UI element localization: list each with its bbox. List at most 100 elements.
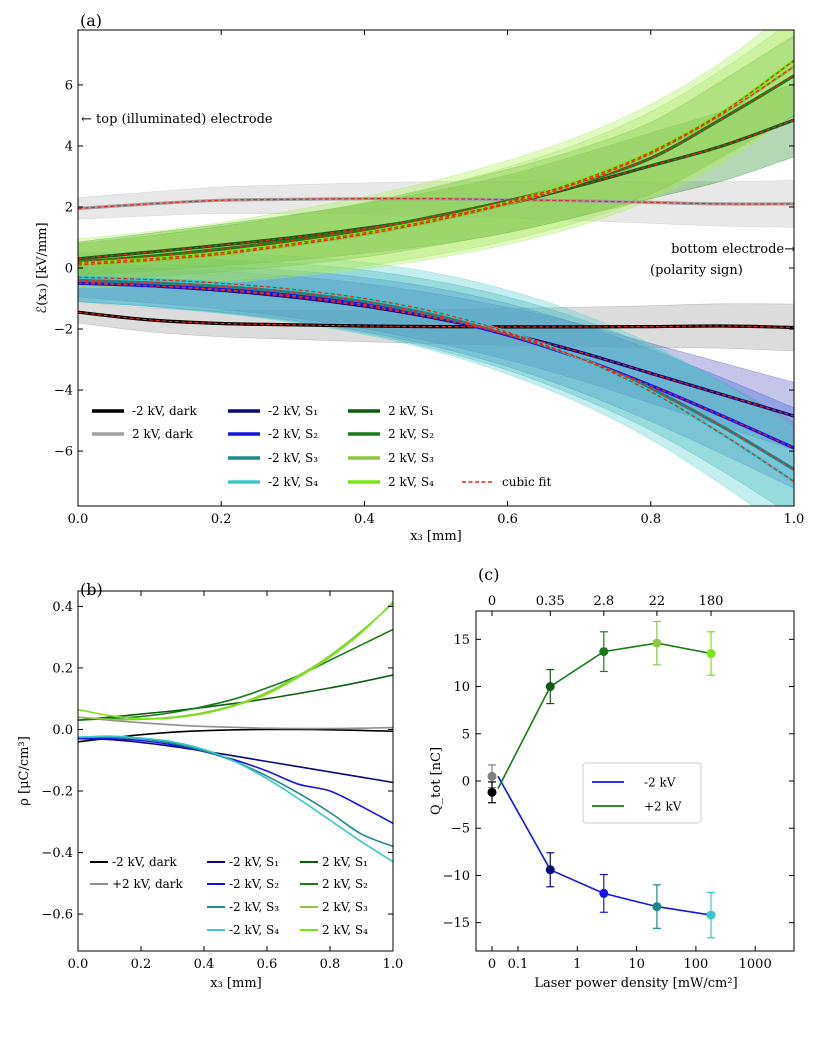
rho-line-2-kv-s xyxy=(78,602,393,721)
q-legend-label-2-kv: -2 kV xyxy=(644,776,676,790)
y-tick-label: −10 xyxy=(443,869,470,884)
rho-legend-label-2-kv-s: 2 kV, S₄ xyxy=(322,923,368,937)
fit-2-kv-s xyxy=(78,279,794,470)
q-point-2-kv xyxy=(599,647,609,657)
band-2-kv-s xyxy=(78,82,794,276)
rho-line-2-kv-s xyxy=(78,601,393,720)
y-tick-label: 0.4 xyxy=(52,600,73,615)
y-tick-label: 10 xyxy=(453,680,470,695)
legend-label-2-kv-s: -2 kV, S₄ xyxy=(268,475,318,489)
panel-a-xlabel: x₃ [mm] xyxy=(410,529,461,544)
legend-label-2-kv-s: 2 kV, S₃ xyxy=(388,451,434,465)
rho-line-2-kv-s xyxy=(78,737,393,825)
legend-label-2-kv-s: -2 kV, S₂ xyxy=(268,427,318,441)
x-tick-label: 0.1 xyxy=(508,957,529,972)
q-point-2-kv xyxy=(487,771,497,781)
y-tick-label: 0.0 xyxy=(52,723,73,738)
y-tick-label: −6 xyxy=(54,445,73,460)
q-point-2-kv xyxy=(706,910,716,920)
y-tick-label: 0 xyxy=(462,775,470,790)
panel-c-axes-ticks: 0 0.1 1 10 100 1000 0 0.35 2.8 22 180 −15 −10 −5 0 5 10 1… xyxy=(443,594,794,972)
panel-a-legend: -2 kV, dark -2 kV, S₁ 2 kV, S₁ 2 kV, dark -2… xyxy=(92,404,552,489)
x-tick-label: 1.0 xyxy=(383,957,404,972)
panel-c-legend: -2 kV +2 kV xyxy=(582,762,702,824)
rho-legend-label-2-kv-s: -2 kV, S₃ xyxy=(229,900,279,914)
panel-c-ylabel: Q_tot [nC] xyxy=(429,747,444,815)
top-tick-label: 180 xyxy=(699,594,724,609)
rho-line-2-kv-s xyxy=(78,628,393,721)
legend-label-2-kv-s: 2 kV, S₁ xyxy=(388,404,434,418)
top-tick-label: 0.35 xyxy=(536,594,565,609)
panel-b-legend: -2 kV, dark -2 kV, S₁ 2 kV, S₁ +2 kV, dark -… xyxy=(90,855,368,937)
y-tick-label: −4 xyxy=(54,384,73,399)
fit-2-kv-s xyxy=(78,119,794,260)
q-point-2-kv xyxy=(545,865,555,875)
rho-legend-label-2-kv-s: 2 kV, S₂ xyxy=(322,877,368,891)
y-tick-label: −2 xyxy=(54,323,73,338)
panel-b-frame xyxy=(77,590,394,952)
panel-b-xlabel: x₃ [mm] xyxy=(210,976,261,991)
y-tick-label: 0 xyxy=(65,262,73,277)
x-tick-label: 10 xyxy=(628,957,645,972)
rho-line-2-kv-dark xyxy=(78,728,393,743)
panel-c-series xyxy=(487,620,716,939)
x-tick-label: 0.4 xyxy=(194,957,215,972)
panel-b-ylabel: ρ [μC/cm³] xyxy=(17,736,32,806)
fit-2-kv-s xyxy=(78,66,794,266)
panel-c-legend-box xyxy=(582,762,702,824)
legend-label-2-kv-s: -2 kV, S₃ xyxy=(268,451,318,465)
rho-legend-label-2-kv-s: -2 kV, S₁ xyxy=(229,855,279,869)
rho-line-2-kv-s xyxy=(78,674,393,721)
legend-label-2-kv-dark: 2 kV, dark xyxy=(132,427,193,441)
x-tick-label: 1000 xyxy=(739,957,772,972)
fit-2-kv-s xyxy=(78,60,794,264)
y-tick-label: 5 xyxy=(462,727,470,742)
x-tick-label: 0.4 xyxy=(354,512,375,527)
y-tick-label: 4 xyxy=(65,139,73,154)
band-2-kv-s xyxy=(78,266,794,450)
x-tick-label: 0.2 xyxy=(211,512,232,527)
y-tick-label: −0.6 xyxy=(41,908,73,923)
panel-a-ylabel: ℰ(x₃) [kV/mm] xyxy=(35,222,50,313)
legend-label-2-kv-dark: -2 kV, dark xyxy=(132,404,198,418)
fit-2-kv-dark xyxy=(78,311,794,329)
panel-c-xlabel: Laser power density [mW/cm²] xyxy=(534,976,737,991)
q-point-2-kv xyxy=(487,787,497,797)
rho-legend-label-2-kv-s: -2 kV, S₄ xyxy=(229,923,279,937)
x-tick-label: 0.2 xyxy=(131,957,152,972)
y-tick-label: −0.4 xyxy=(41,846,73,861)
panel-b-axes-ticks: 0.0 0.2 0.4 0.6 0.8 1.0 −0.6 −0.4 −0.2 0.0 0.2 0.4 xyxy=(41,591,403,972)
panel-b-series-lines xyxy=(78,601,393,863)
y-tick-label: −5 xyxy=(451,822,470,837)
x-tick-label: 0.6 xyxy=(257,957,278,972)
rho-legend-label-2-kv-s: -2 kV, S₂ xyxy=(229,877,279,891)
rho-legend-label-2-kv-s: 2 kV, S₃ xyxy=(322,900,368,914)
rho-legend-label-2-kv-dark: +2 kV, dark xyxy=(112,877,184,891)
legend-label-2-kv-s: 2 kV, S₂ xyxy=(388,427,434,441)
band-2-kv-s xyxy=(78,30,794,289)
legend-label-2-kv-s: -2 kV, S₁ xyxy=(268,404,318,418)
rho-line-2-kv-s xyxy=(78,737,393,784)
panel-c-label: (c) xyxy=(478,565,499,584)
fit-2-kv-s xyxy=(78,281,794,417)
legend-label-2-kv-s: 2 kV, S₄ xyxy=(388,475,434,489)
q-point-2-kv xyxy=(599,888,609,898)
x-tick-label: 100 xyxy=(683,957,708,972)
y-tick-label: 2 xyxy=(65,200,73,215)
x-tick-label: 1 xyxy=(573,957,581,972)
q-point-2-kv xyxy=(706,649,716,658)
y-tick-label: −0.2 xyxy=(41,785,73,800)
rho-legend-label-2-kv-dark: -2 kV, dark xyxy=(112,855,178,869)
x-tick-label: 0.0 xyxy=(68,512,89,527)
annotation-polarity-sign: (polarity sign) xyxy=(650,263,743,278)
panel-b: 0.0 0.2 0.4 0.6 0.8 1.0−0.6−0.4−0.20.00.20.4 … xyxy=(17,580,403,991)
band-2-kv-dark xyxy=(78,180,794,228)
q-point-2-kv xyxy=(545,682,555,692)
fit-2-kv-s xyxy=(78,276,794,483)
x-tick-label: 0.8 xyxy=(320,957,341,972)
x-tick-label: 0.8 xyxy=(640,512,661,527)
y-tick-label: 6 xyxy=(65,78,73,93)
band-2-kv-s xyxy=(78,251,794,506)
x-tick-label: 1.0 xyxy=(784,512,805,527)
